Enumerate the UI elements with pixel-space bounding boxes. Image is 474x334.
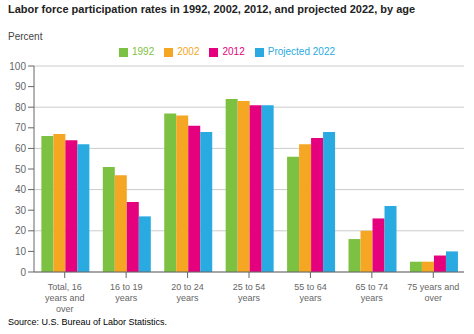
svg-text:70: 70 <box>15 122 27 133</box>
svg-text:100: 100 <box>9 61 26 72</box>
svg-text:40: 40 <box>15 184 27 195</box>
svg-text:75 years andover: 75 years andover <box>407 282 459 303</box>
html-text:2012: 2012 <box>222 46 245 57</box>
html-text:2002: 2002 <box>177 46 200 57</box>
html-text:Source: U.S. Bureau of Labor S: Source: U.S. Bureau of Labor Statistics. <box>8 317 168 327</box>
html-text:Labor force participation rate: Labor force participation rates in 1992,… <box>8 3 416 15</box>
svg-text:0: 0 <box>20 267 26 278</box>
svg-text:20 to 24years: 20 to 24years <box>171 282 204 303</box>
svg-text:65 to 74years: 65 to 74years <box>356 282 389 303</box>
html-text:1992: 1992 <box>132 46 155 57</box>
svg-text:10: 10 <box>15 246 27 257</box>
svg-text:25 to 54years: 25 to 54years <box>233 282 266 303</box>
svg-text:90: 90 <box>15 81 27 92</box>
html-text:Percent: Percent <box>8 31 43 42</box>
svg-text:60: 60 <box>15 143 27 154</box>
svg-text:80: 80 <box>15 102 27 113</box>
svg-text:55 to 64years: 55 to 64years <box>294 282 327 303</box>
svg-text:Total, 16years andover: Total, 16years andover <box>45 282 85 314</box>
html-text:Projected 2022: Projected 2022 <box>267 46 335 57</box>
svg-text:20: 20 <box>15 225 27 236</box>
svg-text:30: 30 <box>15 205 27 216</box>
svg-text:50: 50 <box>15 164 27 175</box>
svg-text:16 to 19years: 16 to 19years <box>110 282 143 303</box>
